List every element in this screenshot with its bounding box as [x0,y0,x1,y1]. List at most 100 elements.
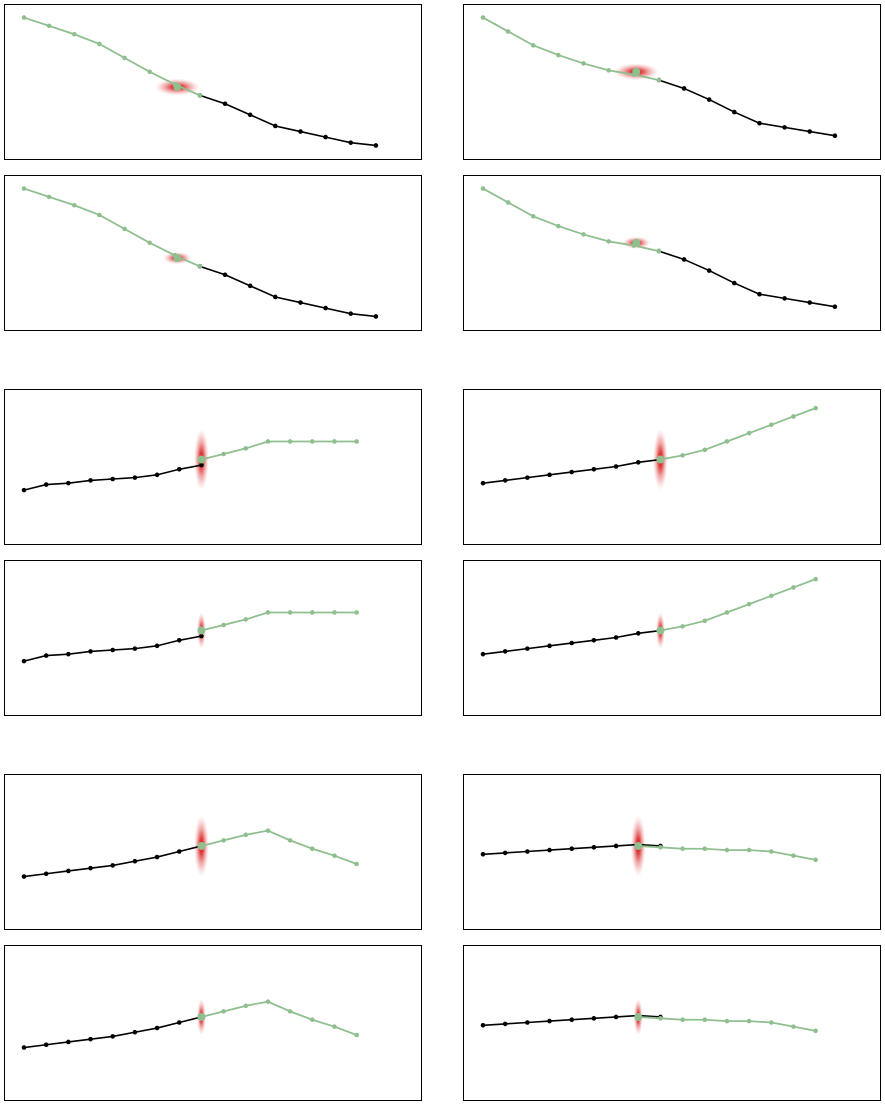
observed-point [591,1016,597,1021]
chart-panel [463,774,881,930]
observed-point [154,1025,160,1031]
prediction-point [530,214,536,219]
prediction-point [702,1017,708,1023]
prediction-point [21,15,27,20]
chart-panel [4,4,422,160]
prediction-point [71,202,77,208]
observed-point [154,472,160,478]
observed-point [502,850,508,856]
observed-point [298,129,303,134]
prediction-point [746,1018,752,1024]
observed-point [591,845,597,850]
chart-panel [4,389,422,545]
observed-series-line [658,250,835,308]
anchor-point [634,841,643,850]
observed-point [525,646,530,651]
observed-point [298,300,303,305]
observed-point [591,637,597,643]
observed-point [547,847,552,853]
prediction-point [791,414,796,419]
prediction-point [122,226,127,232]
prediction-point [480,186,486,191]
prediction-point [287,610,293,615]
observed-point [502,1021,508,1027]
observed-point [613,464,619,469]
plot-frame [4,560,422,716]
anchor-point [656,455,665,464]
prediction-point [680,453,685,458]
observed-point [88,1036,93,1042]
anchor-point [197,1012,206,1021]
chart-panel [463,560,881,716]
observed-point [176,466,182,472]
prediction-point [606,239,611,244]
prediction-point [813,857,818,863]
prediction-point [197,93,203,98]
prediction-series-line [482,16,660,81]
observed-point [348,140,354,145]
prediction-point [480,15,486,20]
observed-point [273,123,278,129]
prediction-point [309,610,315,615]
prediction-point [791,1024,796,1029]
prediction-point [309,439,315,444]
prediction-point [658,1016,663,1021]
prediction-point [768,593,774,599]
prediction-point [354,610,359,615]
observed-point [273,294,278,300]
observed-point [348,311,354,316]
observed-point [176,849,182,854]
prediction-point [746,430,752,436]
prediction-point [46,23,52,29]
anchor-point [173,83,182,92]
observed-point [706,97,712,102]
observed-point [480,480,486,486]
prediction-point [724,610,730,615]
observed-point [247,112,253,118]
prediction-point [46,194,52,200]
observed-point [569,469,575,475]
chart-panel [4,175,422,331]
observed-point [110,1034,116,1039]
observed-point [807,300,813,305]
prediction-point [556,52,561,58]
prediction-series-line [201,1000,357,1036]
prediction-point [147,69,152,75]
prediction-point [813,576,818,582]
plot-frame [463,560,881,716]
observed-point [88,865,93,871]
observed-point [43,871,49,877]
observed-point [154,854,160,860]
observed-point [199,633,204,639]
prediction-point [197,264,203,269]
observed-point [732,109,737,115]
prediction-point [287,439,293,444]
prediction-point [656,77,662,83]
plot-frame [4,774,422,930]
prediction-series-line [660,578,816,632]
plot-frame [463,389,881,545]
prediction-point [354,1032,359,1038]
prediction-point [332,610,337,615]
prediction-point [530,43,536,48]
observed-point [706,268,712,273]
observed-point [681,86,687,91]
prediction-point [813,405,818,411]
plot-frame [4,389,422,545]
chart-panel [4,774,422,930]
chart-panel [4,945,422,1101]
observed-point [569,1017,575,1023]
prediction-point [122,55,127,61]
observed-point [480,1022,486,1028]
observed-point [502,649,508,654]
observed-point [132,1029,138,1035]
prediction-point [97,212,102,218]
prediction-point [680,624,685,629]
prediction-point [287,1009,293,1014]
observed-point [757,291,762,297]
anchor-point [173,254,182,263]
anchor-point [197,455,206,464]
prediction-point [309,846,315,852]
plot-frame [463,945,881,1101]
observed-point [547,472,552,478]
